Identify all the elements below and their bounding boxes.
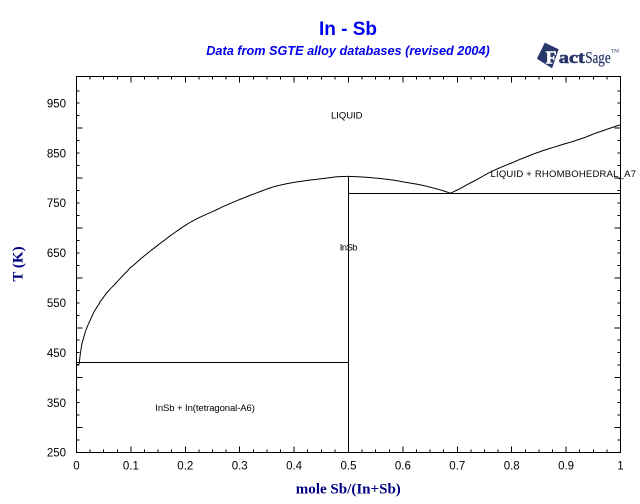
svg-text:750: 750 xyxy=(47,198,66,210)
svg-text:InSb + In(tetragonal-A6): InSb + In(tetragonal-A6) xyxy=(155,403,255,414)
svg-text:0.6: 0.6 xyxy=(395,461,411,473)
svg-text:950: 950 xyxy=(47,98,66,110)
svg-text:0.2: 0.2 xyxy=(177,461,193,473)
svg-text:550: 550 xyxy=(47,298,66,310)
svg-text:TM: TM xyxy=(611,49,619,55)
svg-text:InSb: InSb xyxy=(340,242,358,253)
svg-text:F: F xyxy=(546,48,557,68)
svg-text:0.8: 0.8 xyxy=(504,461,520,473)
svg-text:350: 350 xyxy=(47,398,66,410)
svg-text:act: act xyxy=(559,48,586,67)
svg-text:0.7: 0.7 xyxy=(449,461,465,473)
svg-text:LIQUID: LIQUID xyxy=(331,111,363,122)
svg-text:LIQUID + RHOMBOHEDRAL_A7: LIQUID + RHOMBOHEDRAL_A7 xyxy=(491,169,637,180)
svg-text:0.4: 0.4 xyxy=(286,461,303,473)
svg-text:850: 850 xyxy=(47,148,66,160)
svg-text:450: 450 xyxy=(47,348,66,360)
svg-text:T (K): T (K) xyxy=(11,246,27,281)
svg-text:650: 650 xyxy=(47,248,66,260)
svg-text:0.9: 0.9 xyxy=(558,461,574,473)
svg-text:0.3: 0.3 xyxy=(232,461,248,473)
svg-text:0.1: 0.1 xyxy=(123,461,139,473)
svg-text:250: 250 xyxy=(47,448,66,460)
svg-text:0.5: 0.5 xyxy=(341,461,357,473)
svg-text:Sage: Sage xyxy=(585,48,611,67)
svg-text:0: 0 xyxy=(73,461,79,473)
svg-text:1: 1 xyxy=(617,461,623,473)
svg-text:mole Sb/(In+Sb): mole Sb/(In+Sb) xyxy=(296,482,401,498)
